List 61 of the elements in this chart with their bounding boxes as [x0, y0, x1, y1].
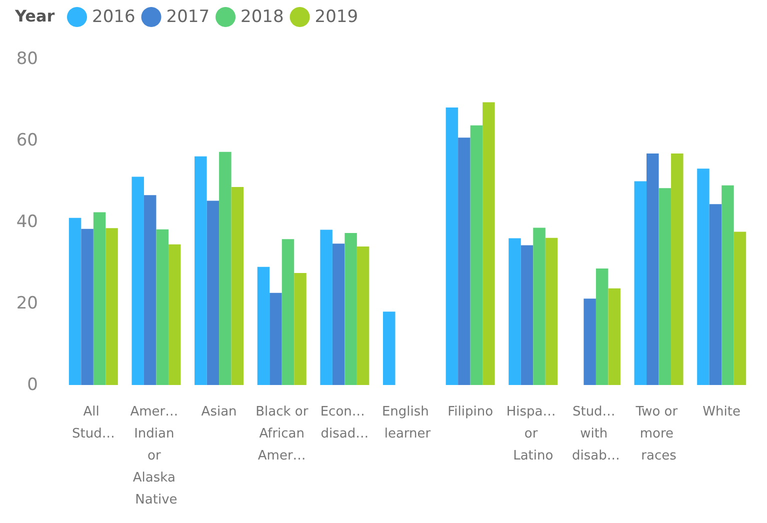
- bar: [533, 228, 546, 385]
- y-tick-label: 60: [16, 130, 38, 150]
- bar: [81, 228, 94, 385]
- bar: [194, 156, 207, 385]
- x-tick-label: English learner: [382, 404, 434, 442]
- x-tick-label: Asian: [201, 404, 237, 420]
- legend-label: 2017: [166, 7, 210, 27]
- bar: [671, 154, 684, 385]
- legend-label: 2019: [314, 7, 358, 27]
- bar: [168, 244, 181, 385]
- legend-label: 2018: [240, 7, 284, 27]
- x-tick-label: White: [702, 404, 740, 420]
- bar: [68, 218, 82, 385]
- bar: [608, 288, 620, 385]
- x-tick-label: Hispa… or Latino: [506, 404, 560, 464]
- bar: [206, 200, 220, 385]
- x-tick-label: Filipino: [448, 404, 494, 420]
- bar: [344, 233, 357, 385]
- bar: [106, 228, 118, 385]
- bar: [482, 102, 495, 385]
- x-tick-label: Two or more races: [634, 404, 682, 464]
- x-tick-label: Stud… with disab…: [572, 404, 620, 464]
- x-tick-label: All Stud…: [72, 404, 115, 442]
- bar: [356, 246, 370, 385]
- bar: [332, 244, 345, 385]
- bar: [231, 186, 244, 385]
- bar: [596, 268, 608, 385]
- legend-label: 2016: [92, 7, 136, 27]
- bar: [156, 229, 168, 385]
- bar: [634, 181, 647, 385]
- bar: [383, 312, 396, 385]
- x-tick-label: Amer… Indian or Alaska Native: [130, 404, 182, 508]
- bar: [545, 238, 558, 385]
- x-tick-label: Econ… disad…: [320, 404, 370, 442]
- legend-title: Year: [14, 6, 55, 26]
- bar: [584, 298, 596, 385]
- bar: [458, 138, 470, 385]
- bar: [219, 152, 232, 385]
- y-tick-label: 20: [16, 294, 38, 314]
- y-tick-label: 40: [16, 212, 38, 232]
- bar: [294, 272, 306, 385]
- bar: [658, 188, 672, 385]
- bar: [709, 204, 722, 385]
- bar: [282, 239, 294, 385]
- bar: [520, 245, 534, 385]
- bar: [508, 238, 521, 385]
- bar: [734, 232, 746, 385]
- bar: [144, 195, 156, 385]
- y-tick-label: 80: [16, 49, 38, 69]
- bar: [270, 292, 282, 385]
- bar: [320, 230, 332, 385]
- x-tick-label: Black or African Amer…: [255, 404, 309, 464]
- bar: [646, 154, 659, 385]
- bar: [93, 212, 106, 385]
- bar: [132, 176, 144, 385]
- bar: [446, 107, 458, 385]
- y-tick-label: 0: [27, 375, 38, 395]
- bar: [697, 168, 710, 385]
- bar: [470, 125, 483, 385]
- bar: [722, 185, 734, 385]
- bar: [257, 266, 270, 385]
